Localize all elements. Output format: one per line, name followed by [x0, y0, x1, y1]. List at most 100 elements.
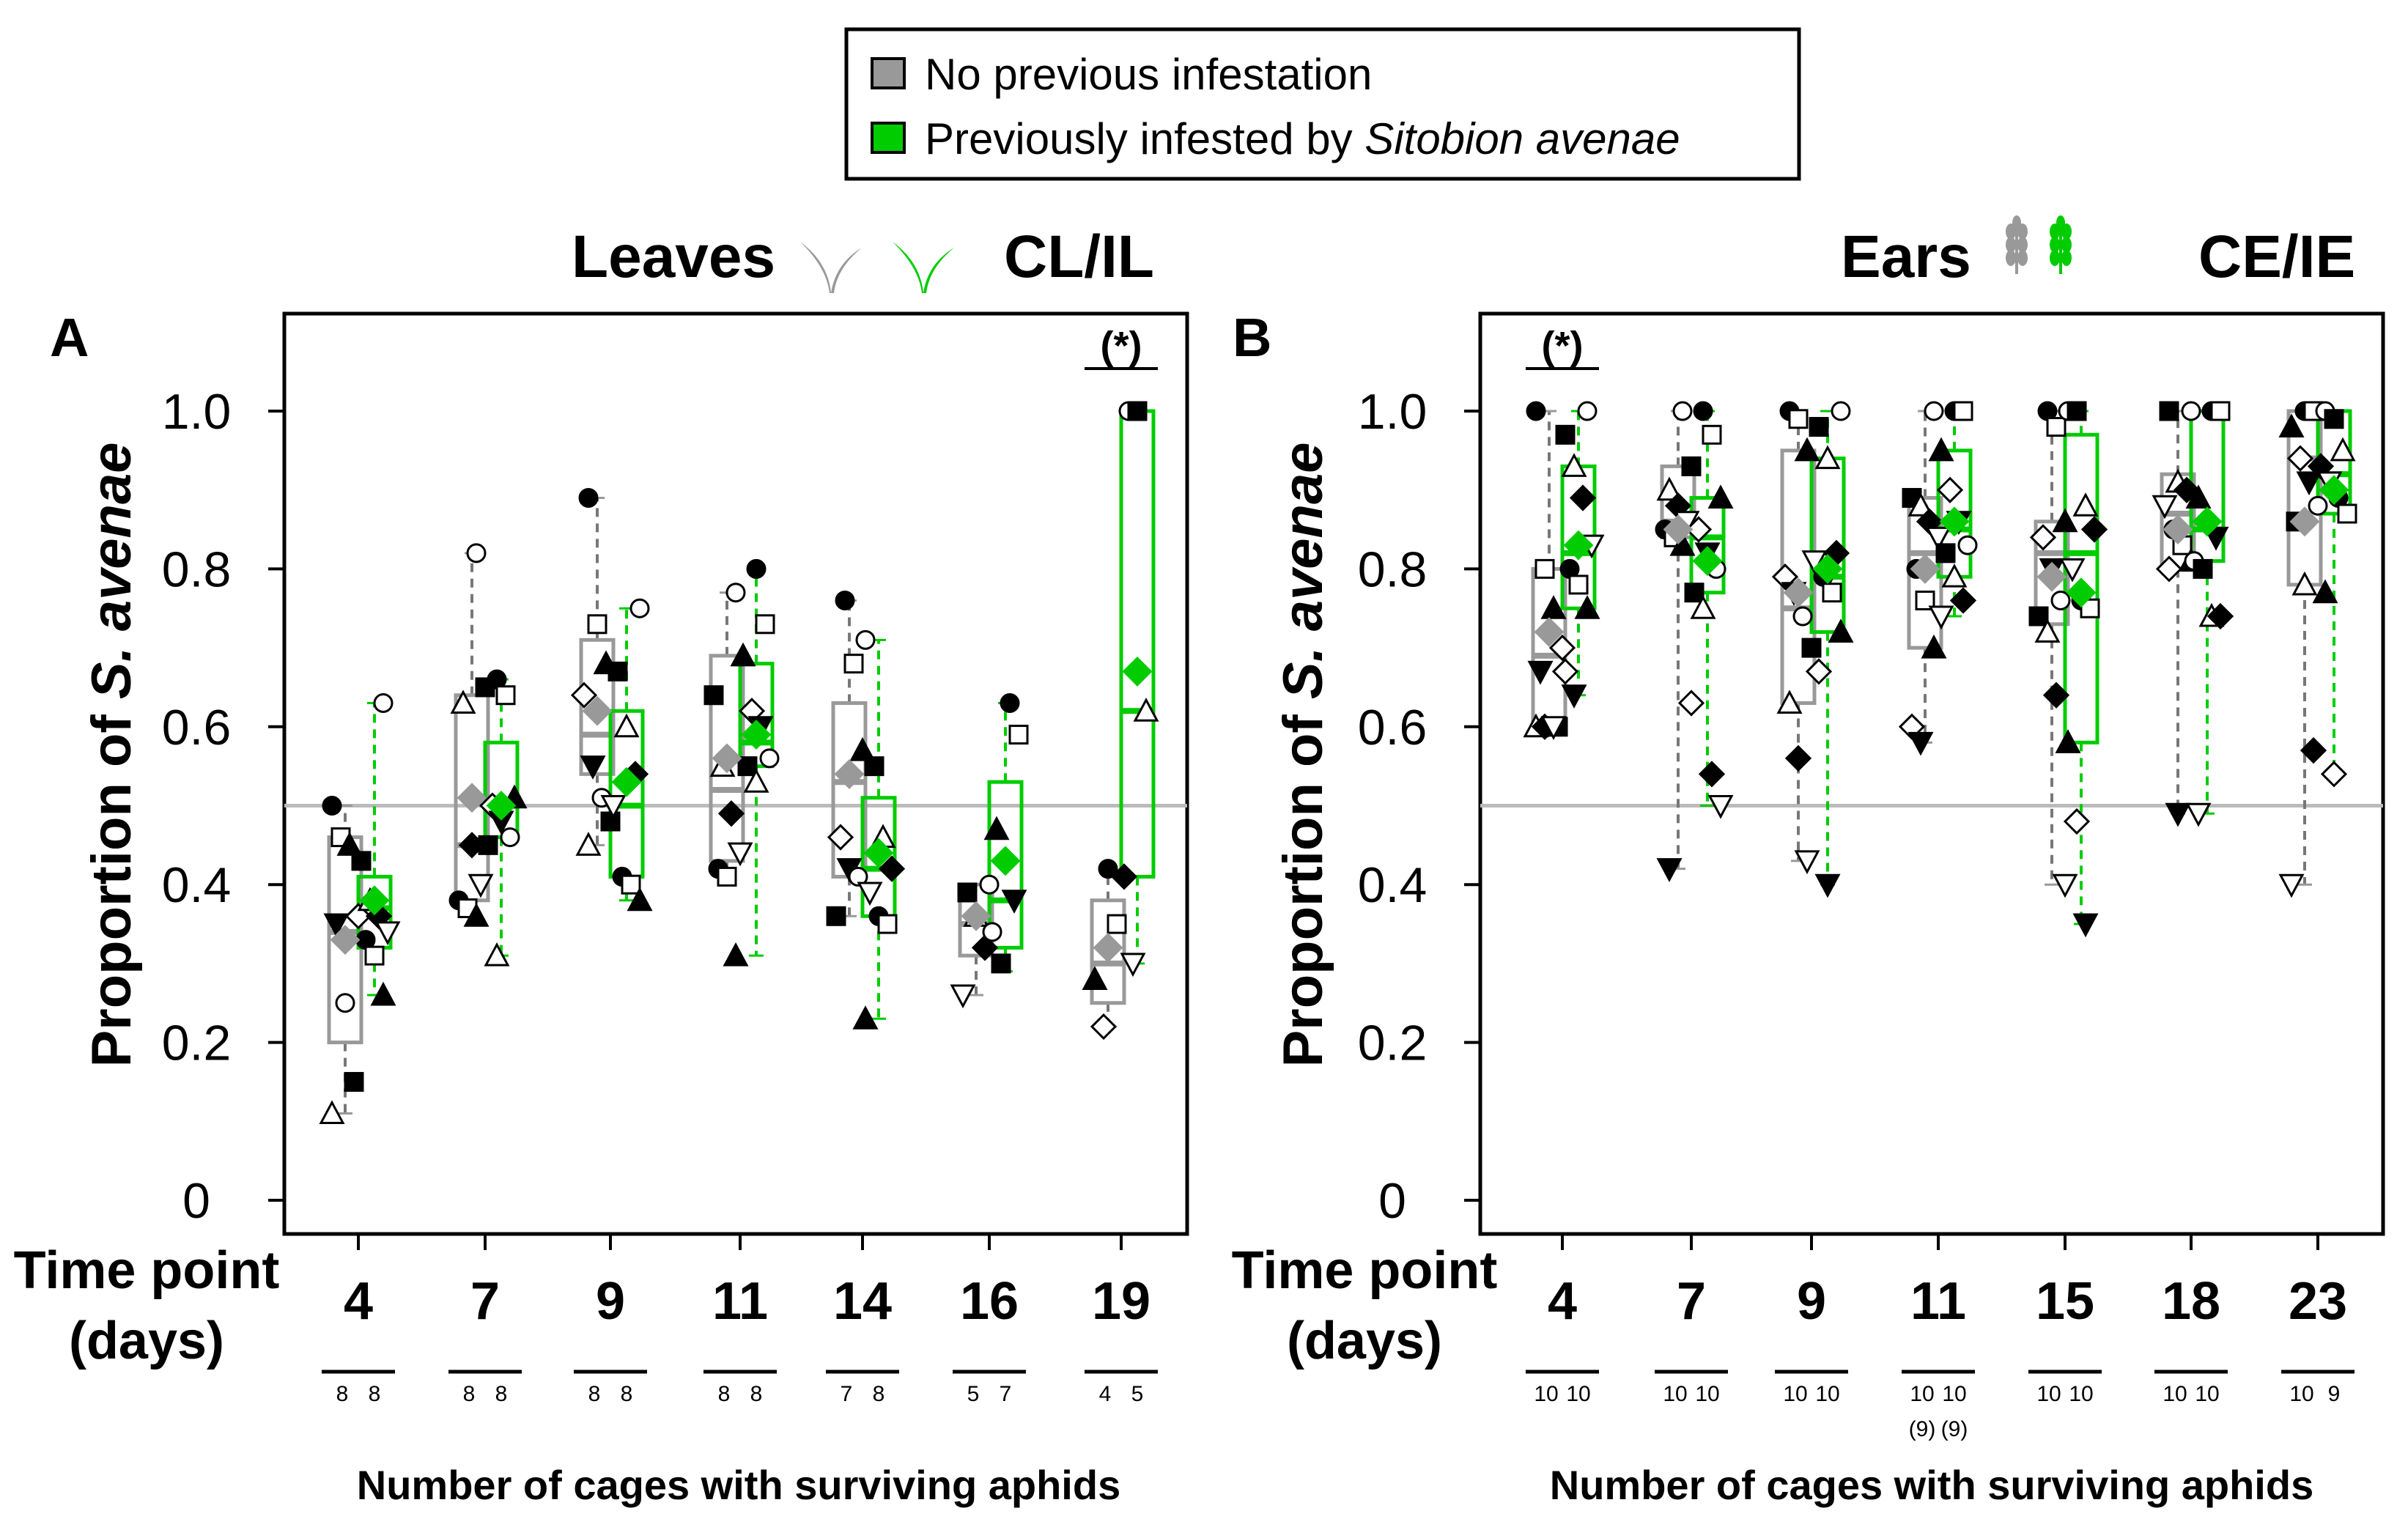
- data-point: [2072, 913, 2099, 938]
- data-point: [2055, 729, 2081, 753]
- data-point: [1936, 476, 1964, 503]
- mean-marker-control: [2289, 506, 2320, 537]
- data-point: [2286, 445, 2314, 472]
- box-control: [1090, 898, 1126, 1005]
- n-cages-count: 4: [1099, 1382, 1112, 1406]
- box-control: [579, 637, 616, 776]
- wheat-ear-icon-infested: [2050, 215, 2072, 274]
- n-cages-count: 8: [750, 1382, 763, 1406]
- data-point: [1001, 890, 1027, 914]
- n-cages-count: 10: [1815, 1382, 1839, 1406]
- data-point: [463, 903, 490, 927]
- data-point: [580, 755, 606, 780]
- n-cages-count: 8: [873, 1382, 885, 1406]
- data-point: [877, 914, 898, 934]
- data-point: [575, 832, 602, 856]
- data-point: [983, 816, 1010, 840]
- data-point: [344, 1071, 364, 1092]
- panel-a-label: A: [50, 307, 89, 368]
- y-tick-label: 0: [1378, 1173, 1406, 1229]
- data-point: [2185, 484, 2212, 509]
- data-point: [957, 882, 978, 903]
- panel-b-frame: [1478, 311, 2385, 1236]
- data-point: [982, 922, 1002, 942]
- mean-marker-control: [961, 901, 991, 931]
- x-tick-label: 4: [1548, 1272, 1577, 1331]
- n-cages-count: 8: [336, 1382, 349, 1406]
- data-point: [1090, 1013, 1118, 1041]
- data-point: [971, 934, 999, 961]
- data-point: [1707, 795, 1734, 819]
- significance-label: (*): [1101, 324, 1142, 368]
- legend-swatch-control: [871, 57, 906, 89]
- n-cages-count: 8: [463, 1382, 476, 1406]
- n-cages-count: 5: [967, 1382, 980, 1406]
- panel-b-xlabel-line1: Time point: [1232, 1241, 1498, 1300]
- data-point: [1690, 595, 1716, 619]
- data-point: [2278, 873, 2305, 898]
- data-point: [2300, 736, 2327, 764]
- data-point: [2185, 802, 2212, 827]
- x-tick-label: 7: [1677, 1272, 1706, 1331]
- mean-marker-infested: [486, 791, 517, 821]
- data-point: [1907, 731, 1934, 756]
- panel-a-frame: [282, 311, 1189, 1236]
- n-cages-count: 10: [1566, 1382, 1590, 1406]
- data-point: [1707, 484, 1734, 509]
- data-point: [2278, 413, 2305, 438]
- box-control: [831, 701, 868, 879]
- data-point: [759, 748, 780, 769]
- significance-label: (*): [1542, 324, 1584, 368]
- n-cages-count: 7: [1000, 1382, 1012, 1406]
- y-tick-label: 1.0: [162, 384, 232, 440]
- data-point: [607, 661, 628, 681]
- y-tick-label: 0.2: [162, 1016, 232, 1071]
- data-point: [2296, 471, 2322, 496]
- mean-marker-control: [1783, 577, 1814, 608]
- data-point: [2034, 618, 2061, 643]
- n-cages-count: 8: [588, 1382, 601, 1406]
- mean-marker-infested: [2192, 506, 2223, 537]
- data-point: [1788, 409, 1809, 429]
- data-point: [629, 598, 650, 618]
- data-point: [717, 800, 745, 827]
- data-point: [1656, 858, 1683, 882]
- n-cages-count: 10: [1695, 1382, 1719, 1406]
- data-point: [2159, 401, 2179, 421]
- mean-marker-infested: [1939, 506, 1970, 537]
- data-point: [1656, 476, 1683, 501]
- data-point: [1107, 914, 1127, 934]
- data-point: [1698, 761, 1726, 788]
- data-point: [1008, 725, 1029, 745]
- data-point: [2063, 807, 2091, 835]
- panel-a-header: Leaves CL/IL A: [50, 223, 1154, 368]
- data-point: [857, 882, 883, 906]
- data-point: [587, 614, 607, 635]
- data-point: [2052, 508, 2078, 533]
- box-infested: [1689, 495, 1726, 595]
- x-tick-label: 11: [1910, 1272, 1966, 1331]
- data-point: [737, 756, 758, 777]
- mean-marker-control: [1910, 553, 1940, 584]
- data-point: [703, 685, 724, 706]
- data-point: [2080, 516, 2108, 543]
- data-point: [843, 654, 864, 674]
- y-tick-label: 0.2: [1358, 1016, 1428, 1071]
- mean-marker-infested: [1692, 546, 1723, 577]
- leaf-icon-control: [800, 242, 862, 293]
- data-point: [319, 1100, 345, 1125]
- mean-marker-infested: [863, 838, 894, 868]
- data-point: [2072, 492, 2099, 517]
- data-point: [1924, 401, 1944, 421]
- data-point: [727, 842, 753, 867]
- data-point: [1133, 698, 1159, 722]
- data-point: [2337, 503, 2357, 524]
- y-tick-label: 0.8: [1358, 542, 1428, 597]
- mean-marker-infested: [611, 766, 642, 797]
- panel-a: Proportion of S. avenae Time point (days…: [14, 311, 1189, 1508]
- data-point: [1941, 563, 1968, 588]
- x-tick-label: 9: [1797, 1272, 1826, 1331]
- data-point: [2165, 802, 2191, 827]
- n-cages-count: 10: [2195, 1382, 2219, 1406]
- data-point: [500, 827, 520, 848]
